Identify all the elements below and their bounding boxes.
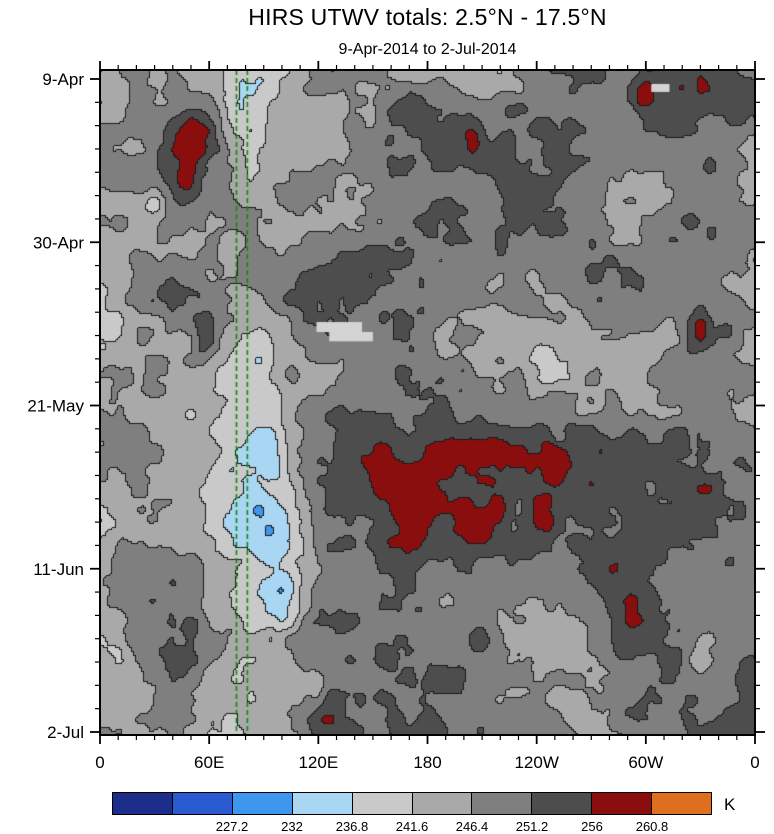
colorbar-segment [113, 793, 172, 814]
colorbar-segment [231, 793, 292, 814]
x-tick-label: 0 [750, 753, 759, 772]
x-tick-label: 120E [298, 753, 338, 772]
colorbar-labels: 227.2 232 236.8 241.6 246.4 251.2 256 260.8 [0, 819, 774, 834]
x-tick-label: 60E [194, 753, 224, 772]
colorbar-tick-label: 260.8 [635, 819, 669, 834]
colorbar-tick-label: 251.2 [515, 819, 549, 834]
colorbar-unit-label: K [724, 795, 736, 814]
colorbar-segment [171, 793, 232, 814]
colorbar-segment [411, 793, 472, 814]
chart-subtitle: 9-Apr-2014 to 2-Jul-2014 [338, 41, 517, 58]
colorbar-segment [471, 793, 532, 814]
colorbar-tick-label: 246.4 [455, 819, 489, 834]
colorbar-tick-label: 256 [581, 819, 603, 834]
colorbar-segment [651, 793, 712, 814]
colorbar [112, 792, 712, 815]
x-tick-label: 60W [628, 753, 663, 772]
x-tick-label: 120W [514, 753, 558, 772]
y-tick-label: 11-Jun [33, 560, 84, 579]
heatmap-canvas [100, 70, 755, 735]
colorbar-tick-label: 232 [281, 819, 303, 834]
chart-title: HIRS UTWV totals: 2.5°N - 17.5°N [248, 4, 607, 30]
colorbar-segment [591, 793, 652, 814]
colorbar-tick-label: 227.2 [215, 819, 249, 834]
y-tick-label: 2-Jul [47, 723, 84, 742]
x-tick-label: 0 [95, 753, 104, 772]
colorbar-tick-label: 236.8 [335, 819, 369, 834]
colorbar-segment [351, 793, 412, 814]
y-tick-label: 9-Apr [42, 70, 84, 89]
x-tick-label: 180 [413, 753, 441, 772]
y-tick-label: 30-Apr [33, 233, 84, 252]
colorbar-tick-label: 241.6 [395, 819, 429, 834]
y-tick-label: 21-May [27, 397, 84, 416]
colorbar-segment [531, 793, 592, 814]
colorbar-segment [291, 793, 352, 814]
